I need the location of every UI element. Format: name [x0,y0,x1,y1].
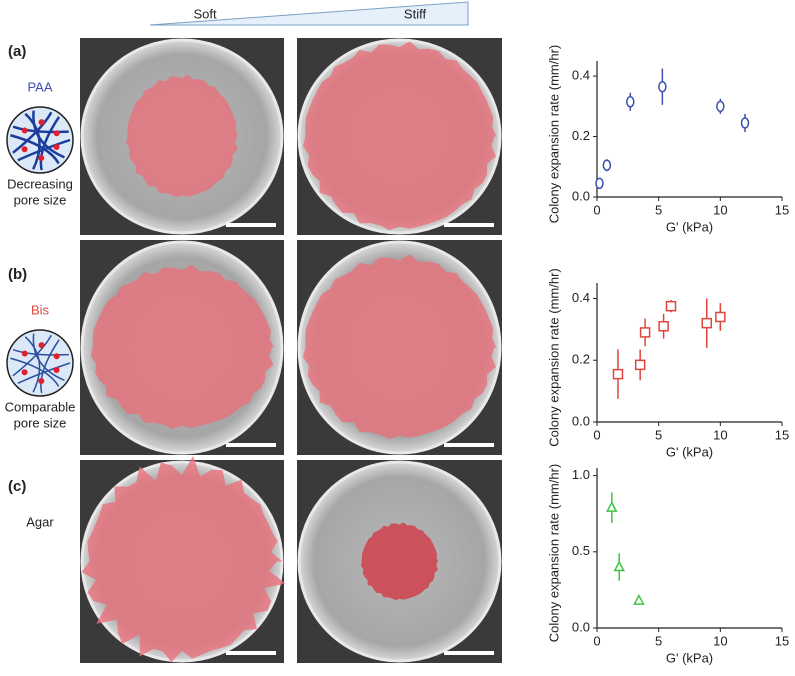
crosslink [38,377,45,384]
material-label: Bis [31,302,50,317]
axes [596,283,782,423]
crosslink [21,146,28,153]
crosslink [53,144,60,151]
network-strand [10,134,60,165]
y-tick-label: 0.4 [572,68,590,83]
colony [303,41,497,231]
y-tick-label: 1.0 [572,467,590,482]
colony [126,74,239,198]
photos [80,38,502,663]
x-tick-label: 0 [593,427,600,442]
stiff-label: Stiff [404,6,427,21]
marker [602,159,612,172]
y-axis-label: Colony expansion rate (mm/hr) [546,464,561,642]
x-tick-label: 15 [775,202,789,217]
crosslink [21,369,28,376]
panel-label: (c) [8,478,26,495]
scale-bar [226,223,276,227]
x-tick-label: 0 [593,202,600,217]
network-strand [39,116,61,171]
x-axis-label: G' (kPa) [666,650,713,665]
x-tick-label: 5 [655,202,662,217]
crosslink [21,127,28,134]
x-tick-label: 10 [713,427,727,442]
crosslink [53,353,60,360]
network-strand [32,110,65,159]
marker [716,100,725,113]
pore-note: Comparable [5,399,76,414]
x-tick-label: 5 [655,427,662,442]
scale-bar [444,223,494,227]
marker [634,359,646,371]
network-strand [32,333,65,382]
material-label: PAA [27,79,52,94]
x-tick-label: 0 [593,633,600,648]
marker [595,177,604,190]
marker [740,117,750,129]
material-label: Agar [26,514,54,529]
crosslink [53,130,60,137]
marker [626,96,635,108]
crosslink [21,350,28,357]
crosslink [38,342,45,349]
plots: 0 5 10 15 0.0 0.2 0.4 G' (kPa) Colony expansion … [546,45,789,666]
crosslink [38,119,45,126]
marker [715,311,726,323]
marker [606,501,618,512]
x-tick-label: 5 [655,633,662,648]
scale-bar [444,651,494,655]
y-axis-label: Colony expansion rate (mm/hr) [546,45,561,223]
colony [90,264,274,429]
axes [596,61,782,198]
marker [613,560,625,572]
y-tick-label: 0.5 [572,543,590,558]
soft-label: Soft [193,6,217,21]
y-tick-label: 0.4 [572,290,590,305]
panel-label: (b) [8,266,27,283]
colony [81,456,286,663]
pore-note: Decreasing [7,176,73,191]
axes [596,468,782,629]
y-tick-label: 0.0 [572,619,590,634]
colony [360,522,439,601]
pore-note: pore size [14,415,67,430]
network-strand [40,339,60,394]
x-tick-label: 15 [775,427,789,442]
network-strand [10,357,60,387]
x-tick-label: 15 [775,633,789,648]
marker [612,368,624,380]
marker [665,300,677,312]
crosslink [38,154,45,161]
y-tick-label: 0.2 [572,352,590,367]
marker [701,317,713,329]
x-tick-label: 10 [713,633,727,648]
stiffness-wedge [149,1,469,26]
marker [658,80,667,93]
panel-label: (a) [8,43,26,60]
y-tick-label: 0.2 [572,128,590,143]
scale-bar [444,443,494,447]
x-axis-label: G' (kPa) [666,219,713,234]
marker [633,593,645,605]
y-axis-label: Colony expansion rate (mm/hr) [546,268,561,446]
crosslink [53,367,60,374]
marker [639,327,651,338]
x-tick-label: 10 [713,202,727,217]
y-tick-label: 0.0 [572,188,590,203]
pore-note: pore size [14,192,67,207]
colony [303,254,497,439]
marker [658,320,669,332]
y-tick-label: 0.0 [572,413,590,428]
scale-bar [226,443,276,447]
scale-bar [226,651,276,655]
x-axis-label: G' (kPa) [666,444,713,459]
